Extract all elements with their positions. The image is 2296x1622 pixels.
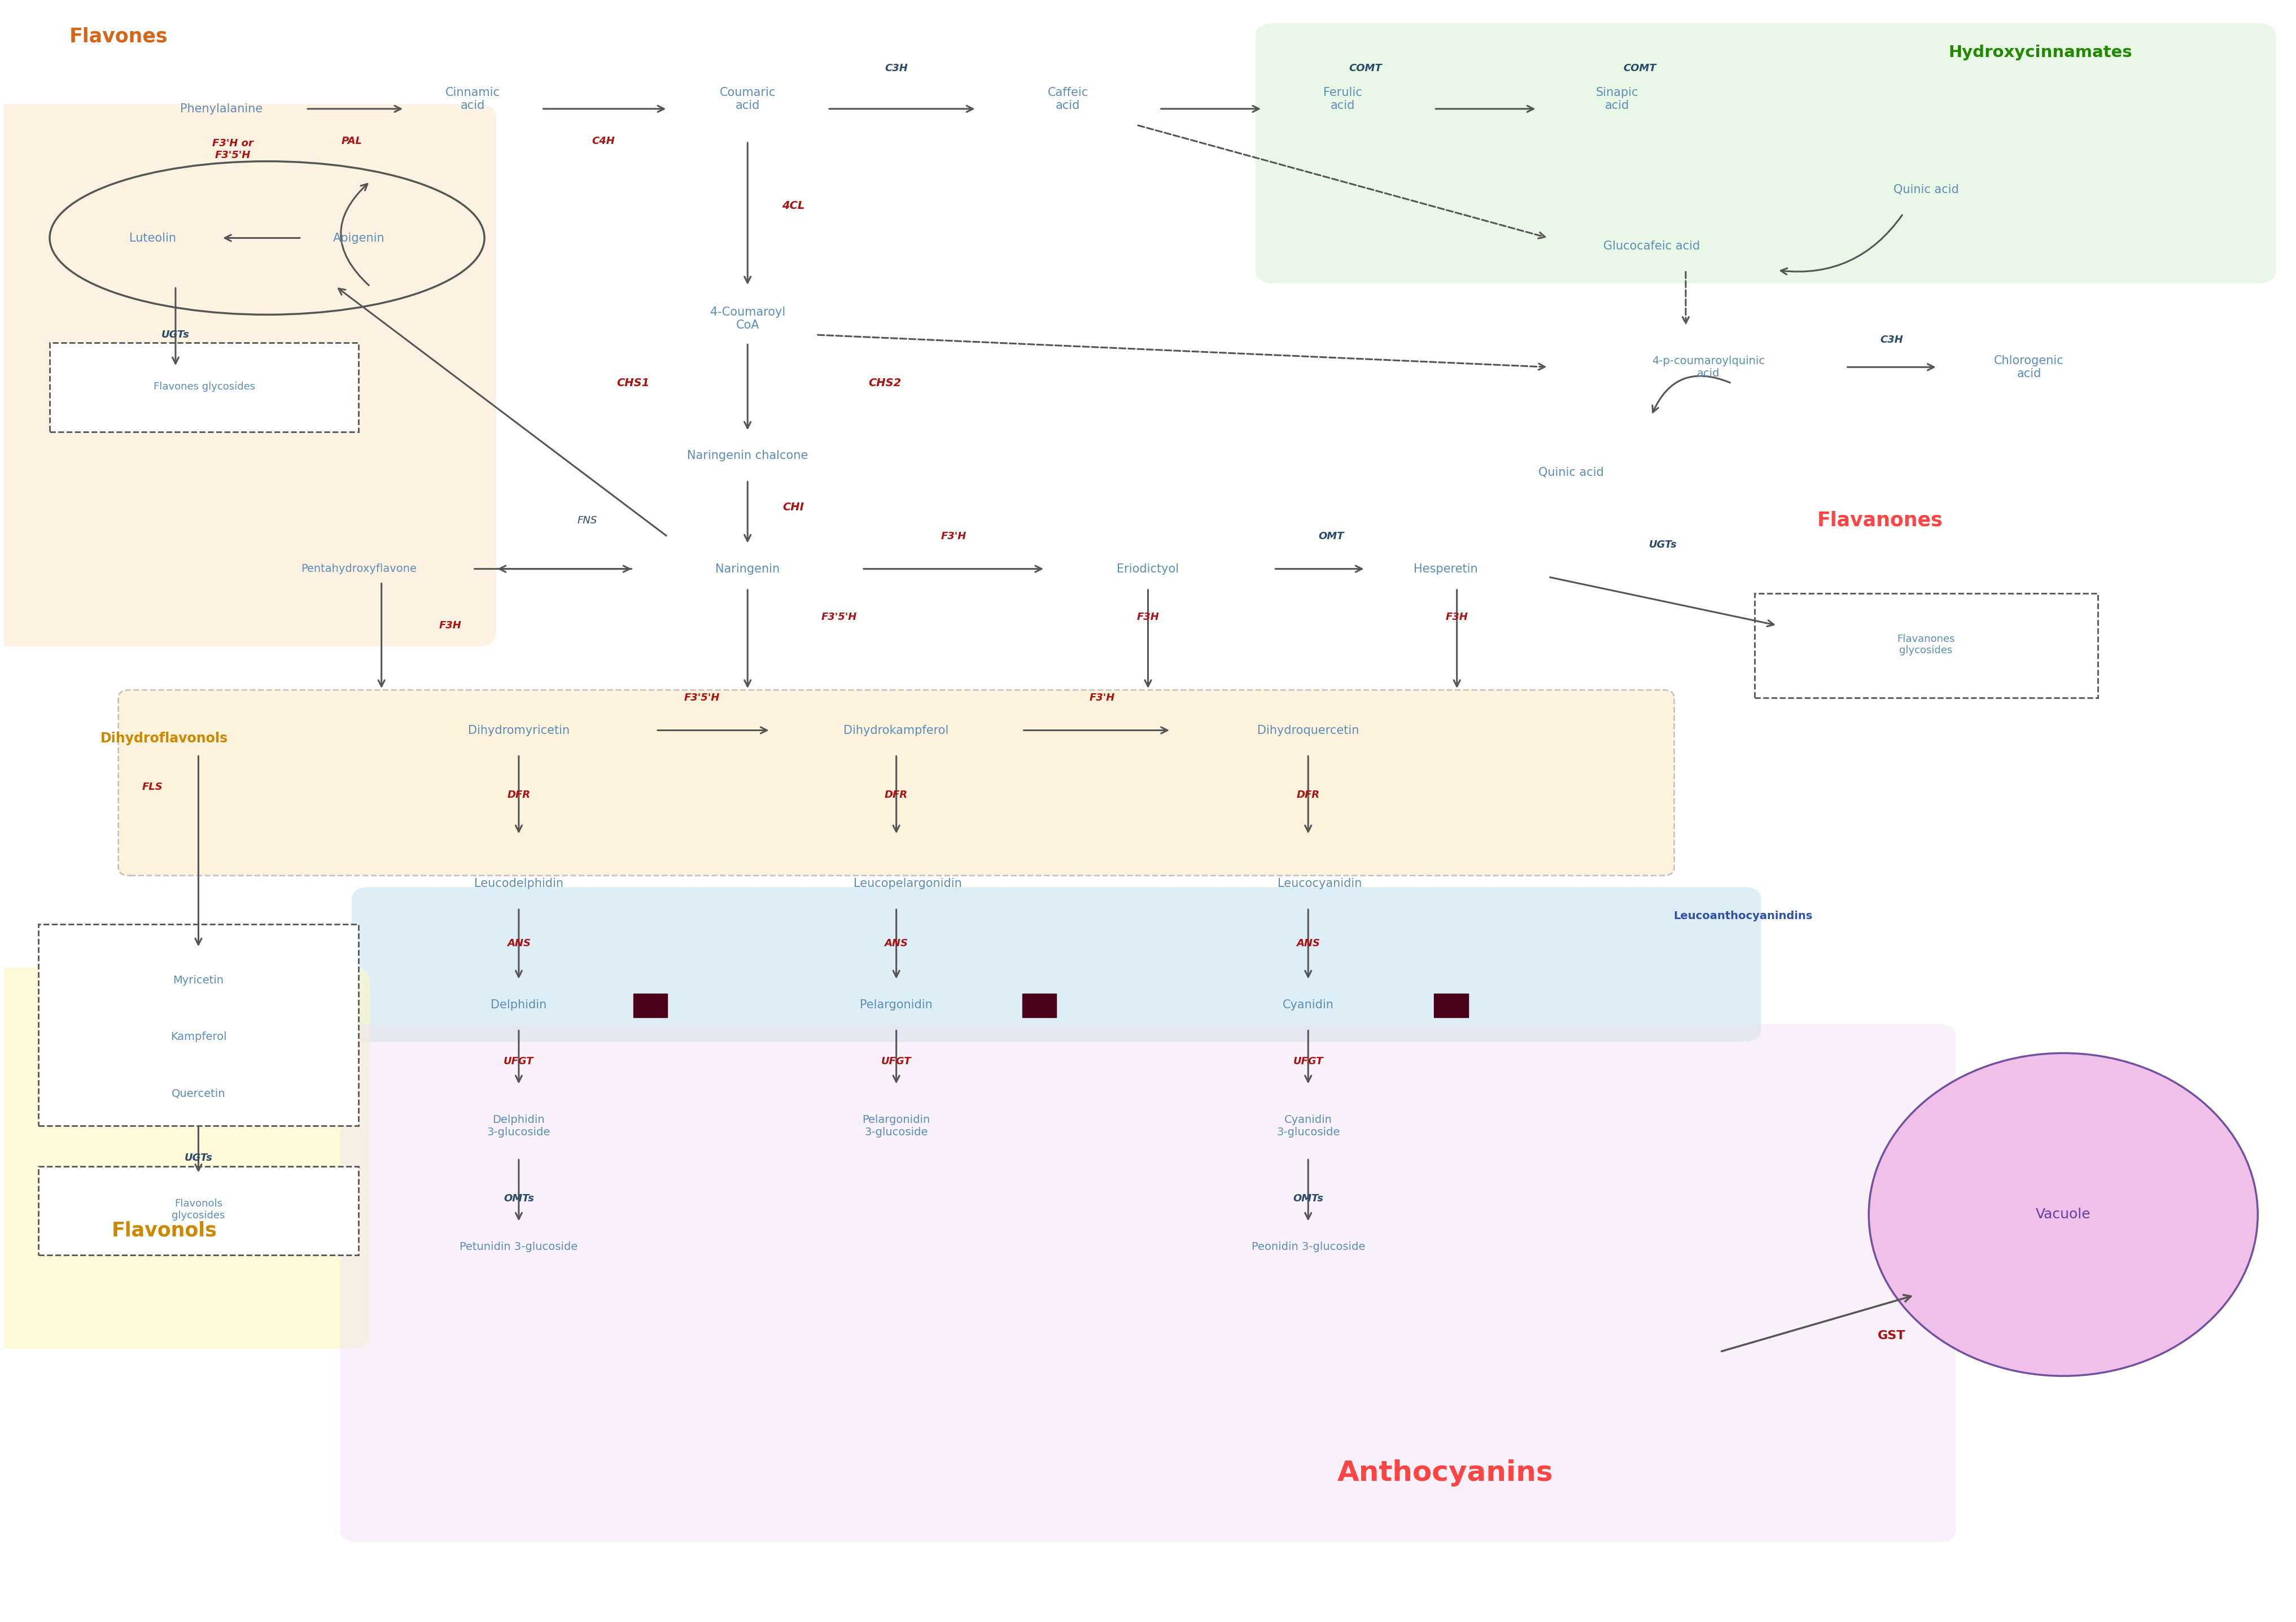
Text: Petunidin 3-glucoside: Petunidin 3-glucoside	[459, 1241, 579, 1252]
Text: Quinic acid: Quinic acid	[1894, 183, 1958, 195]
Text: Flavonols: Flavonols	[113, 1221, 216, 1241]
Text: Glucocafeic acid: Glucocafeic acid	[1603, 240, 1699, 251]
Text: CHS1: CHS1	[618, 378, 650, 389]
Text: Luteolin: Luteolin	[129, 232, 177, 243]
Text: Quinic acid: Quinic acid	[1538, 467, 1605, 477]
Text: Anthocyanins: Anthocyanins	[1339, 1460, 1554, 1486]
Text: CHS2: CHS2	[868, 378, 902, 389]
Text: Pelargonidin
3-glucoside: Pelargonidin 3-glucoside	[863, 1114, 930, 1137]
Text: Naringenin chalcone: Naringenin chalcone	[687, 451, 808, 462]
Text: Eriodictyol: Eriodictyol	[1116, 563, 1180, 574]
Text: Hesperetin: Hesperetin	[1414, 563, 1479, 574]
Text: Flavones: Flavones	[69, 26, 168, 45]
Text: F3'H: F3'H	[1088, 693, 1116, 702]
Text: 4-Coumaroyl
CoA: 4-Coumaroyl CoA	[709, 307, 785, 331]
Text: Pelargonidin: Pelargonidin	[861, 999, 932, 1011]
Text: OMTs: OMTs	[1293, 1194, 1322, 1204]
Text: Coumaric
acid: Coumaric acid	[719, 88, 776, 112]
Text: Flavonols
glycosides: Flavonols glycosides	[172, 1199, 225, 1221]
Text: Dihydromyricetin: Dihydromyricetin	[468, 725, 569, 736]
Text: Sinapic
acid: Sinapic acid	[1596, 88, 1639, 112]
Text: Naringenin: Naringenin	[716, 563, 781, 574]
Text: UFGT: UFGT	[503, 1056, 535, 1066]
Text: F3'H or
F3'5'H: F3'H or F3'5'H	[211, 138, 253, 161]
Text: Dihydroquercetin: Dihydroquercetin	[1258, 725, 1359, 736]
Text: F3H: F3H	[1137, 611, 1159, 623]
Text: Leucopelargonidin: Leucopelargonidin	[854, 878, 962, 889]
Text: C3H: C3H	[1880, 334, 1903, 345]
Text: DFR: DFR	[507, 790, 530, 800]
Text: UGTs: UGTs	[184, 1153, 214, 1163]
FancyBboxPatch shape	[0, 968, 370, 1348]
FancyBboxPatch shape	[39, 1166, 358, 1255]
Text: Leucoanthocyanindins: Leucoanthocyanindins	[1674, 910, 1812, 921]
Text: COMT: COMT	[1348, 63, 1382, 73]
Text: Pentahydroxyflavone: Pentahydroxyflavone	[301, 563, 416, 574]
Text: Cinnamic
acid: Cinnamic acid	[445, 88, 501, 112]
FancyBboxPatch shape	[351, 887, 1761, 1041]
Text: Peonidin 3-glucoside: Peonidin 3-glucoside	[1251, 1241, 1366, 1252]
Text: F3H: F3H	[1446, 611, 1467, 623]
Text: Ferulic
acid: Ferulic acid	[1322, 88, 1362, 112]
Ellipse shape	[1869, 1053, 2257, 1375]
Text: 4CL: 4CL	[783, 201, 804, 211]
Text: FLS: FLS	[142, 782, 163, 792]
Text: PAL: PAL	[342, 136, 363, 146]
Text: Apigenin: Apigenin	[333, 232, 383, 243]
Text: ANS: ANS	[1297, 938, 1320, 949]
Text: Delphidin
3-glucoside: Delphidin 3-glucoside	[487, 1114, 551, 1137]
Text: Phenylalanine: Phenylalanine	[179, 104, 262, 115]
Text: Caffeic
acid: Caffeic acid	[1047, 88, 1088, 112]
Text: F3'H: F3'H	[941, 532, 967, 542]
Text: Quercetin: Quercetin	[172, 1088, 225, 1098]
Text: 4-p-coumaroylquinic
acid: 4-p-coumaroylquinic acid	[1653, 355, 1766, 378]
FancyBboxPatch shape	[119, 689, 1674, 876]
Text: COMT: COMT	[1623, 63, 1655, 73]
Text: OMTs: OMTs	[503, 1194, 535, 1204]
Bar	[1435, 993, 1469, 1017]
Text: Leucodelphidin: Leucodelphidin	[475, 878, 563, 889]
Text: Cyanidin: Cyanidin	[1283, 999, 1334, 1011]
Bar	[1022, 993, 1056, 1017]
Text: F3H: F3H	[439, 620, 461, 631]
Text: Myricetin: Myricetin	[172, 975, 223, 986]
Text: UGTs: UGTs	[161, 329, 191, 341]
Text: GST: GST	[1878, 1330, 1906, 1341]
Text: OMT: OMT	[1318, 532, 1343, 542]
Text: F3'5'H: F3'5'H	[684, 693, 719, 702]
Text: F3'5'H: F3'5'H	[822, 611, 856, 623]
Text: Dihydroflavonols: Dihydroflavonols	[101, 732, 227, 744]
Text: UGTs: UGTs	[1649, 540, 1676, 550]
Text: C3H: C3H	[884, 63, 907, 73]
Text: Hydroxycinnamates: Hydroxycinnamates	[1949, 44, 2133, 60]
Text: CHI: CHI	[783, 503, 804, 513]
Text: Flavanones: Flavanones	[1818, 511, 1942, 530]
Text: Dihydrokampferol: Dihydrokampferol	[843, 725, 948, 736]
FancyBboxPatch shape	[0, 104, 496, 646]
FancyBboxPatch shape	[1754, 594, 2099, 697]
FancyBboxPatch shape	[39, 925, 358, 1126]
Text: FNS: FNS	[579, 516, 597, 526]
Text: DFR: DFR	[884, 790, 907, 800]
Text: Cyanidin
3-glucoside: Cyanidin 3-glucoside	[1277, 1114, 1341, 1137]
Text: Vacuole: Vacuole	[2037, 1208, 2092, 1221]
Text: Flavanones
glycosides: Flavanones glycosides	[1896, 634, 1954, 655]
Text: Flavones glycosides: Flavones glycosides	[154, 381, 255, 391]
Text: UFGT: UFGT	[1293, 1056, 1322, 1066]
FancyBboxPatch shape	[1256, 23, 2275, 284]
Bar	[634, 993, 668, 1017]
Text: Leucocyanidin: Leucocyanidin	[1277, 878, 1362, 889]
Text: Kampferol: Kampferol	[170, 1032, 227, 1043]
Text: UFGT: UFGT	[882, 1056, 912, 1066]
Text: Delphidin: Delphidin	[491, 999, 546, 1011]
Text: C4H: C4H	[592, 136, 615, 146]
Text: DFR: DFR	[1297, 790, 1320, 800]
Text: Chlorogenic
acid: Chlorogenic acid	[1993, 355, 2064, 380]
FancyBboxPatch shape	[340, 1023, 1956, 1543]
FancyBboxPatch shape	[51, 342, 358, 431]
Text: ANS: ANS	[507, 938, 530, 949]
Text: ANS: ANS	[884, 938, 909, 949]
